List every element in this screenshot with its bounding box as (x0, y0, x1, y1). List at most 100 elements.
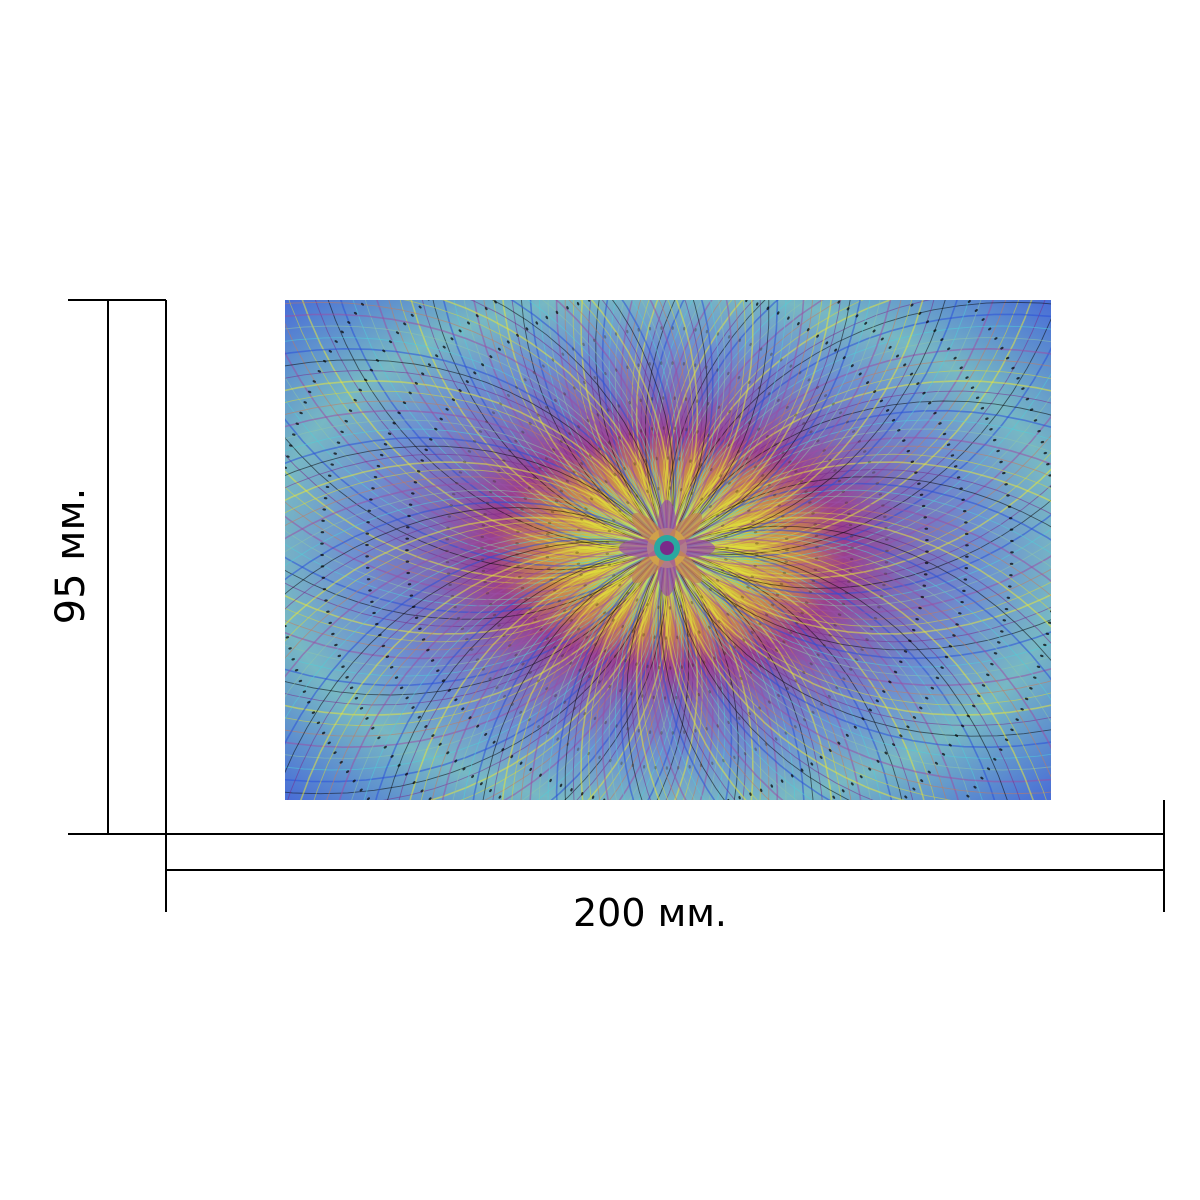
mandala-dot (583, 712, 586, 716)
mandala-dot (773, 493, 777, 497)
mandala-dot (713, 656, 716, 660)
mandala-spoke (285, 437, 649, 571)
mandala-spoke (680, 562, 762, 800)
mandala-dot (598, 680, 601, 684)
mandala-spoke (285, 322, 648, 555)
mandala-dot (608, 206, 611, 210)
mandala-dot (956, 476, 961, 479)
mandala-dot (909, 850, 913, 854)
mandala-dot (462, 460, 467, 464)
mandala-dot (847, 580, 851, 583)
mandala-dot (523, 860, 526, 864)
mandala-dot (554, 267, 557, 271)
mandala-dot (1009, 562, 1014, 565)
mandala-dot (536, 413, 540, 417)
mandala-spoke (656, 566, 690, 800)
mandala-dot (1053, 588, 1057, 591)
mandala-dot (806, 328, 810, 332)
mandala-spoke (621, 300, 677, 529)
mandala-dot (843, 893, 847, 897)
mandala-spoke (678, 300, 733, 533)
mandala-dot (802, 718, 806, 722)
mandala-dot (759, 347, 763, 351)
mandala-dot (876, 759, 880, 763)
height-label: 95 мм. (48, 488, 94, 625)
mandala-dot (878, 493, 883, 496)
mandala-dot (916, 382, 920, 385)
mandala-dot (368, 293, 372, 297)
mandala-dot (566, 876, 569, 880)
mandala-spoke (686, 552, 914, 800)
mandala-dot (853, 725, 857, 729)
mandala-dot (294, 669, 299, 672)
mandala-dot (588, 674, 591, 679)
mandala-dot (1004, 738, 1009, 742)
mandala-spoke (521, 567, 667, 800)
mandala-dot (766, 263, 769, 267)
mandala-dot (563, 609, 567, 613)
mandala-dot (1011, 366, 1015, 370)
mandala-dot (682, 806, 684, 810)
mandala-dot (577, 528, 581, 532)
mandala-dot (902, 439, 906, 442)
mandala-spoke (402, 300, 663, 529)
mandala-spoke (677, 300, 726, 532)
mandala-dot (577, 879, 580, 883)
mandala-dot (613, 472, 617, 477)
mandala-dot (723, 651, 727, 655)
mandala-dot (642, 765, 646, 769)
mandala-spoke (684, 300, 861, 541)
mandala-spoke (285, 436, 655, 534)
mandala-dot (480, 255, 484, 259)
mandala-dot (927, 770, 931, 774)
mandala-spoke (677, 300, 720, 532)
mandala-dot (1010, 728, 1014, 732)
mandala-dot (853, 888, 857, 892)
mandala-spoke (682, 300, 805, 537)
mandala-dot (892, 743, 896, 747)
mandala-dot (639, 398, 642, 403)
mandala-dot (733, 755, 736, 760)
mandala-dot (705, 726, 708, 731)
mandala-spoke (285, 486, 650, 584)
mandala-spoke (648, 566, 687, 800)
mandala-spoke (686, 346, 1051, 558)
mandala-rings (285, 171, 1057, 927)
mandala-dot (776, 311, 780, 315)
mandala-dot (884, 526, 888, 530)
mandala-dot (918, 843, 922, 847)
mandala-dot (383, 745, 387, 749)
mandala-dot (516, 333, 519, 337)
mandala-spoke (462, 555, 649, 800)
mandala-spoke (669, 567, 850, 800)
mandala-dot (473, 207, 477, 211)
mandala-spoke (683, 557, 833, 800)
mandala-dot (566, 923, 569, 927)
mandala-dot (822, 801, 826, 805)
mandala-dot (604, 720, 607, 725)
mandala-dot (445, 407, 449, 411)
mandala-dot (561, 352, 565, 356)
mandala-spoke (652, 300, 694, 529)
mandala-dot (933, 329, 937, 333)
mandala-dot (946, 443, 951, 446)
mandala-dot (557, 171, 560, 175)
mandala-dot (761, 474, 765, 477)
mandala-spoke (285, 454, 649, 575)
mandala-dot (452, 275, 456, 279)
mandala-dot (753, 564, 757, 568)
mandala-dot (442, 345, 446, 349)
mandala-dot (369, 498, 373, 501)
mandala-dot (863, 882, 867, 886)
mandala-spoke (685, 521, 1051, 644)
mandala-spoke (340, 300, 648, 549)
mandala-dot (1052, 497, 1056, 500)
mandala-dot (980, 776, 984, 780)
mandala-dot (671, 731, 674, 735)
mandala-dot (433, 859, 437, 863)
mandala-dot (818, 288, 822, 292)
mandala-spoke (285, 525, 649, 659)
mandala-dot (965, 376, 969, 379)
mandala-spoke (555, 300, 668, 529)
mandala-spoke (441, 553, 649, 800)
